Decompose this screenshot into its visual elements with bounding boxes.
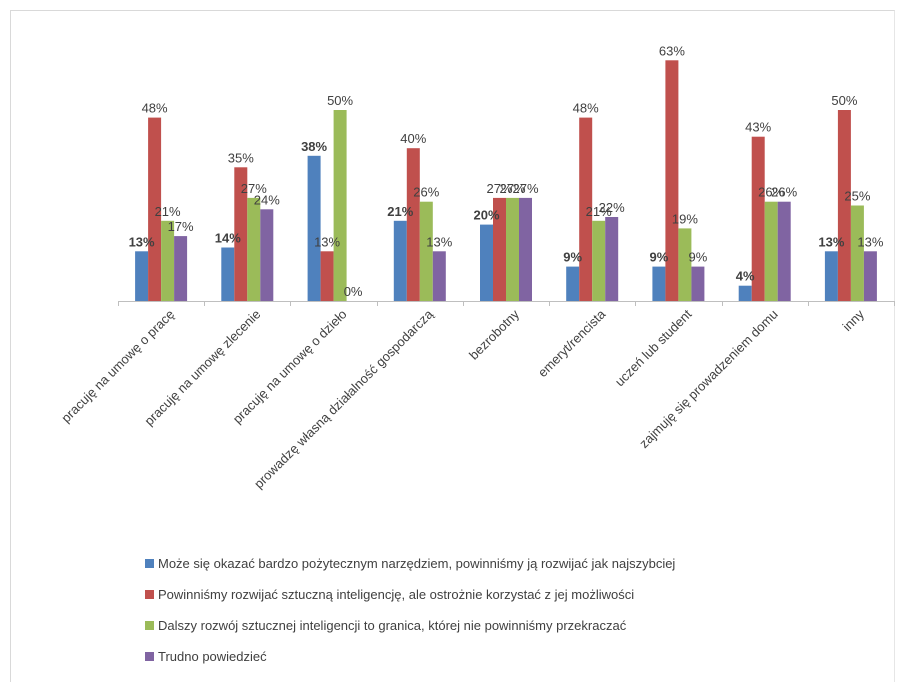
data-label: 13% bbox=[818, 234, 844, 249]
data-label: 17% bbox=[168, 219, 194, 234]
data-label: 4% bbox=[736, 269, 755, 284]
bars-layer bbox=[135, 60, 877, 301]
bar-inny-series-2 bbox=[837, 110, 851, 301]
bar-bezrobotny-series-1 bbox=[480, 224, 493, 301]
bar-pracuje-na-umowe-zlecenie-series-4 bbox=[260, 209, 274, 301]
bar-pracuje-na-umowe-zlecenie-series-1 bbox=[221, 247, 235, 301]
category-label: inny bbox=[840, 306, 868, 334]
legend-item: Dalszy rozwój sztucznej inteligencji to … bbox=[145, 618, 627, 633]
bar-zajmuje-sie-prowadzeniem-domu-series-1 bbox=[738, 285, 752, 301]
value-labels-layer: 13%48%21%17%14%35%27%24%38%13%50%0%21%40… bbox=[129, 43, 884, 299]
data-label: 13% bbox=[426, 234, 452, 249]
bar-pracuje-na-umowe-o-dzielo-series-3 bbox=[333, 110, 347, 301]
legend-item: Może się okazać bardzo pożytecznym narzę… bbox=[145, 556, 675, 571]
data-label: 63% bbox=[659, 43, 685, 58]
data-label: 0% bbox=[344, 284, 363, 299]
legend-item: Trudno powiedzieć bbox=[145, 649, 267, 664]
data-label: 9% bbox=[689, 250, 708, 265]
data-label: 22% bbox=[599, 200, 625, 215]
data-label: 27% bbox=[512, 181, 538, 196]
legend-label: Może się okazać bardzo pożytecznym narzę… bbox=[158, 556, 675, 571]
data-label: 26% bbox=[771, 185, 797, 200]
bar-bezrobotny-series-2 bbox=[493, 197, 506, 301]
bar-pracuje-na-umowe-o-prace-series-1 bbox=[135, 251, 149, 301]
bar-prowadze-wlasna-dzialalnosc-gospodarcza-series-4 bbox=[432, 251, 446, 301]
legend-swatch bbox=[145, 621, 154, 630]
bar-inny-series-3 bbox=[850, 205, 864, 301]
data-label: 48% bbox=[573, 101, 599, 116]
bar-pracuje-na-umowe-o-prace-series-3 bbox=[161, 220, 175, 301]
category-label: zajmuję się prowadzeniem domu bbox=[636, 307, 780, 451]
data-label: 25% bbox=[844, 189, 870, 204]
bar-emeryt-rencista-series-4 bbox=[605, 217, 619, 301]
bar-pracuje-na-umowe-o-prace-series-4 bbox=[174, 236, 188, 301]
bar-uczen-lub-student-series-2 bbox=[665, 60, 679, 301]
data-label: 27% bbox=[241, 181, 267, 196]
data-label: 27% bbox=[499, 181, 525, 196]
legend: Może się okazać bardzo pożytecznym narzę… bbox=[145, 556, 675, 664]
data-label: 21% bbox=[387, 204, 413, 219]
bar-bezrobotny-series-4 bbox=[519, 197, 532, 301]
legend-item: Powinniśmy rozwijać sztuczną inteligencj… bbox=[145, 587, 634, 602]
data-label: 26% bbox=[413, 185, 439, 200]
data-label: 50% bbox=[831, 93, 857, 108]
data-label: 50% bbox=[327, 93, 353, 108]
bar-pracuje-na-umowe-o-prace-series-2 bbox=[148, 117, 162, 301]
data-label: 19% bbox=[672, 211, 698, 226]
data-label: 40% bbox=[400, 131, 426, 146]
bar-zajmuje-sie-prowadzeniem-domu-series-3 bbox=[764, 201, 778, 301]
data-label: 13% bbox=[857, 234, 883, 249]
category-label: bezrobotny bbox=[466, 306, 522, 362]
bar-uczen-lub-student-series-3 bbox=[678, 228, 692, 301]
category-label: prowadzę własną działalność gospodarczą bbox=[251, 306, 436, 491]
data-label: 21% bbox=[586, 204, 612, 219]
bar-zajmuje-sie-prowadzeniem-domu-series-4 bbox=[777, 201, 791, 301]
bar-uczen-lub-student-series-1 bbox=[652, 266, 666, 301]
legend-swatch bbox=[145, 559, 154, 568]
data-label: 24% bbox=[254, 192, 280, 207]
bar-emeryt-rencista-series-3 bbox=[592, 220, 606, 301]
data-label: 21% bbox=[155, 204, 181, 219]
data-label: 27% bbox=[486, 181, 512, 196]
bar-zajmuje-sie-prowadzeniem-domu-series-2 bbox=[751, 136, 765, 301]
data-label: 48% bbox=[142, 101, 168, 116]
data-label: 38% bbox=[301, 139, 327, 154]
bar-inny-series-4 bbox=[863, 251, 877, 301]
legend-label: Trudno powiedzieć bbox=[158, 649, 267, 664]
legend-swatch bbox=[145, 590, 154, 599]
bar-bezrobotny-series-3 bbox=[506, 197, 519, 301]
data-label: 14% bbox=[215, 231, 241, 246]
x-axis-ticks bbox=[118, 301, 895, 306]
category-label: emeryt/rencista bbox=[535, 306, 609, 380]
bar-emeryt-rencista-series-2 bbox=[579, 117, 593, 301]
data-label: 13% bbox=[314, 234, 340, 249]
bar-pracuje-na-umowe-zlecenie-series-2 bbox=[234, 167, 248, 301]
chart-frame bbox=[10, 10, 895, 682]
legend-swatch bbox=[145, 652, 154, 661]
legend-label: Powinniśmy rozwijać sztuczną inteligencj… bbox=[158, 587, 634, 602]
bar-prowadze-wlasna-dzialalnosc-gospodarcza-series-1 bbox=[393, 220, 407, 301]
bar-pracuje-na-umowe-zlecenie-series-3 bbox=[247, 197, 261, 301]
bar-prowadze-wlasna-dzialalnosc-gospodarcza-series-3 bbox=[419, 201, 433, 301]
bar-uczen-lub-student-series-4 bbox=[691, 266, 705, 301]
data-label: 13% bbox=[129, 234, 155, 249]
bar-emeryt-rencista-series-1 bbox=[566, 266, 580, 301]
category-label: uczeń lub student bbox=[612, 306, 695, 389]
data-label: 43% bbox=[745, 120, 771, 135]
data-label: 35% bbox=[228, 150, 254, 165]
data-label: 20% bbox=[473, 208, 499, 223]
bar-pracuje-na-umowe-o-dzielo-series-2 bbox=[320, 251, 334, 301]
data-label: 9% bbox=[650, 250, 669, 265]
bar-inny-series-1 bbox=[824, 251, 838, 301]
bar-prowadze-wlasna-dzialalnosc-gospodarcza-series-2 bbox=[406, 148, 420, 301]
data-label: 9% bbox=[563, 250, 582, 265]
legend-label: Dalszy rozwój sztucznej inteligencji to … bbox=[158, 618, 627, 633]
bar-pracuje-na-umowe-o-dzielo-series-1 bbox=[307, 155, 321, 301]
data-label: 26% bbox=[758, 185, 784, 200]
